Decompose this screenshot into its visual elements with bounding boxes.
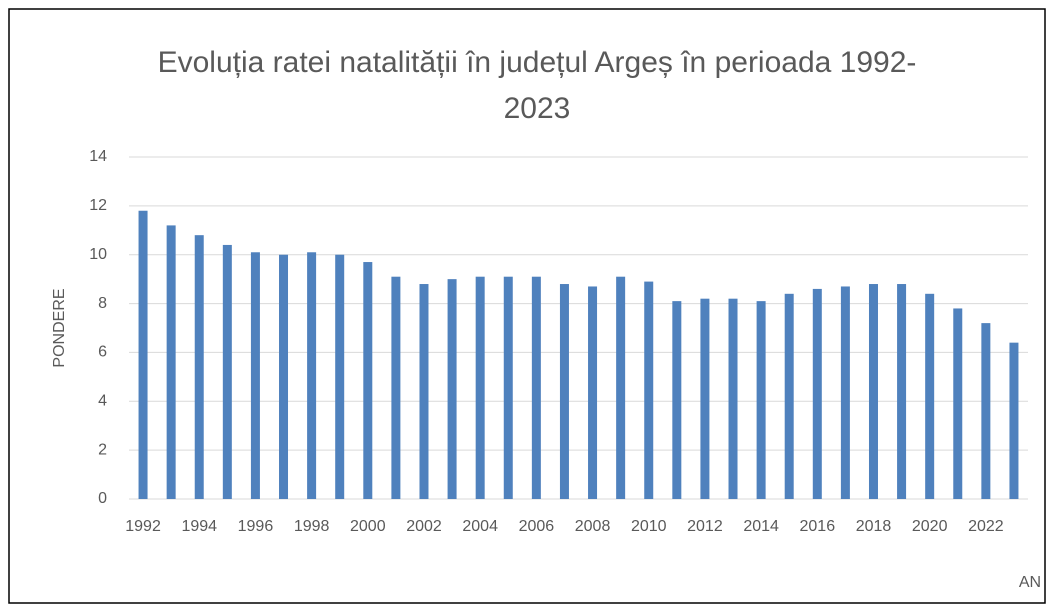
x-tick-label: 2010 — [631, 518, 667, 535]
x-tick-label: 2016 — [800, 518, 836, 535]
y-tick-label: 4 — [98, 393, 107, 410]
x-tick-label: 2002 — [406, 518, 442, 535]
bar — [335, 254, 345, 499]
x-tick-label: 2006 — [519, 518, 555, 535]
bar — [728, 298, 738, 499]
x-tick-label: 1992 — [125, 518, 161, 535]
bar — [250, 252, 260, 499]
bar — [925, 293, 935, 499]
x-tick-label: 2014 — [743, 518, 779, 535]
y-tick-label: 12 — [89, 197, 107, 214]
x-tick-label: 2004 — [462, 518, 498, 535]
bar — [503, 276, 513, 499]
y-tick-label: 8 — [98, 295, 107, 312]
bar — [391, 276, 401, 499]
x-tick-label: 2012 — [687, 518, 723, 535]
bar — [868, 284, 878, 499]
y-tick-label: 0 — [98, 490, 107, 507]
bar — [166, 225, 176, 499]
y-tick-label: 2 — [98, 441, 107, 458]
bar — [138, 210, 148, 499]
bar — [644, 281, 654, 499]
x-tick-label: 2020 — [912, 518, 948, 535]
bar — [419, 284, 429, 499]
bar — [953, 308, 963, 499]
bar — [279, 254, 289, 499]
x-tick-label: 1998 — [294, 518, 330, 535]
bar — [588, 286, 598, 499]
x-tick-label: 2018 — [856, 518, 892, 535]
x-tick-label: 1996 — [238, 518, 274, 535]
bar — [700, 298, 710, 499]
bar — [307, 252, 317, 499]
bar — [447, 279, 457, 499]
bar — [756, 301, 766, 499]
chart-title: Evoluția ratei natalității în județul Ar… — [157, 46, 917, 125]
bar — [363, 262, 373, 499]
x-tick-label: 2022 — [968, 518, 1004, 535]
y-tick-label: 10 — [89, 246, 107, 263]
bar — [1009, 342, 1019, 499]
x-tick-label: 1994 — [181, 518, 217, 535]
y-axis-label: PONDERE — [51, 288, 68, 367]
bar — [784, 293, 794, 499]
bar — [616, 276, 626, 499]
bar — [812, 288, 822, 499]
bar — [222, 244, 232, 499]
y-tick-label: 14 — [89, 148, 107, 165]
bar — [531, 276, 541, 499]
x-axis-label: AN — [1019, 574, 1041, 591]
bar — [897, 284, 907, 499]
bar — [475, 276, 485, 499]
bar — [840, 286, 850, 499]
y-tick-label: 6 — [98, 344, 107, 361]
bar — [672, 301, 682, 499]
bar — [194, 235, 204, 499]
x-tick-label: 2000 — [350, 518, 386, 535]
bar — [559, 284, 569, 499]
bar — [981, 323, 991, 499]
x-tick-label: 2008 — [575, 518, 611, 535]
